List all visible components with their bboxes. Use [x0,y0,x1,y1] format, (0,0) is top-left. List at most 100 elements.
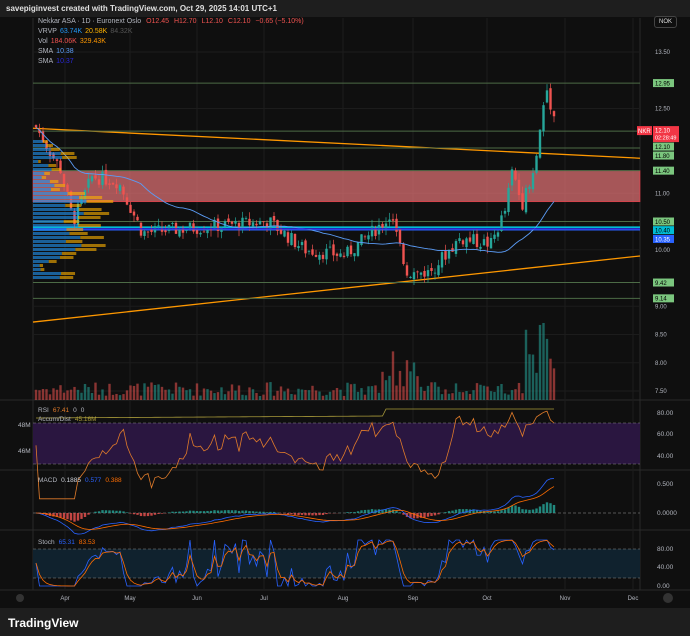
volume-bar [531,354,535,400]
macd-histogram-bar [304,513,307,516]
volume-bar [444,389,447,400]
volume-bar [129,385,132,400]
volume-bar [73,386,76,400]
sma1-value: 10.38 [56,48,74,55]
candle-body [111,183,115,185]
macd-histogram-bar [458,509,461,513]
volume-bar [213,393,216,400]
volume-bar [262,394,265,400]
volume-profile-down [49,180,59,183]
accum-dist-label: Accum/Dist [38,416,71,423]
volume-bar [552,368,556,400]
level-badge-text: 10.50 [655,220,671,226]
attribution-bar: savepiginvest created with TradingView.c… [0,0,690,17]
candle-body [241,217,244,231]
volume-bar [223,394,227,400]
candle-body [62,173,66,185]
macd-histogram-bar [192,510,195,513]
volume-bar [164,389,167,400]
candle-body [300,242,304,246]
volume-profile-down [67,192,86,195]
volume-bar [251,389,255,400]
volume-bar [195,383,199,400]
rsi-label: RSI [38,407,49,414]
candle-body [258,221,262,225]
volume-profile-up [33,144,47,147]
macd-histogram-bar [524,509,528,513]
candle-body [52,153,55,159]
symbol-title: Nekkar ASA · 1D · Euronext Oslo [38,18,142,25]
ohlc-change: −0.65 (−5.10%) [255,18,304,25]
candle-body [255,223,258,226]
volume-profile-down [80,236,104,239]
volume-profile-down [46,144,53,147]
candle-body [206,229,209,234]
ad-tick: 46M [18,448,31,455]
currency-label[interactable]: NOK [654,16,678,28]
macd-histogram-bar [503,509,507,513]
footer: TradingView [0,608,690,636]
macd-histogram-bar [325,513,328,515]
x-tick-label: Jun [192,596,202,602]
settings-button[interactable] [16,594,24,602]
volume-profile-up [33,212,84,215]
volume-bar [304,389,307,400]
candle-body [167,224,171,231]
candle-body [97,179,101,185]
candle-body [461,240,465,245]
candle-body [395,218,398,232]
main-pane [33,18,640,400]
candle-body [489,238,493,249]
chart-canvas[interactable]: Apr May Jun Jul Aug Sep Oct Nov Dec 13.50 12.50 11.… [0,0,690,608]
candle-body [458,238,461,241]
volume-bar [146,386,150,400]
macd-histogram-bar [500,510,503,513]
level-badge-text: 11.80 [655,154,670,160]
candle-body [129,204,132,213]
candle-body [409,276,412,279]
macd-histogram-bar [437,513,440,515]
candle-body [426,270,430,277]
volume-profile-up [33,252,62,255]
macd-histogram-bar [531,509,535,513]
candle-body [437,265,440,276]
volume-profile-down [38,160,41,163]
candle-body [136,216,139,221]
candle-body [94,175,97,179]
macd-histogram-bar [346,512,349,513]
candle-body [531,173,535,190]
candle-body [339,253,342,257]
x-tick-label: Nov [560,596,571,602]
candle-body [423,270,426,277]
macd-histogram-bar [143,513,146,517]
candle-body [482,239,486,246]
auto-scale-button[interactable] [663,593,673,603]
macd-histogram-bar [507,507,510,513]
candle-body [318,254,321,260]
macd-histogram-bar [216,510,220,513]
volume-bar [153,384,157,400]
volume-bar [293,394,297,400]
macd-histogram-bar [115,510,118,513]
volume-profile-up [33,184,55,187]
candle-body [279,228,283,234]
volume-bar [143,383,146,400]
level-badge [653,234,674,243]
candle-body [188,222,192,230]
volume-profile-up [33,196,80,199]
y-tick-label: 12.50 [655,107,671,113]
last-price: 12.10 [655,129,671,135]
volume-bar [255,392,258,400]
volume-profile-down [51,168,61,171]
volume-bar [332,390,335,400]
volume-bar [300,389,304,400]
x-tick-label: Oct [482,596,492,602]
volume-bar [549,358,552,400]
y-tick-label: 13.50 [655,50,671,56]
macd-histogram-bar [314,513,318,516]
stoch-label: Stoch [38,539,55,546]
candle-body [108,183,111,185]
candle-body [528,186,531,189]
macd-histogram-bar [514,505,517,513]
